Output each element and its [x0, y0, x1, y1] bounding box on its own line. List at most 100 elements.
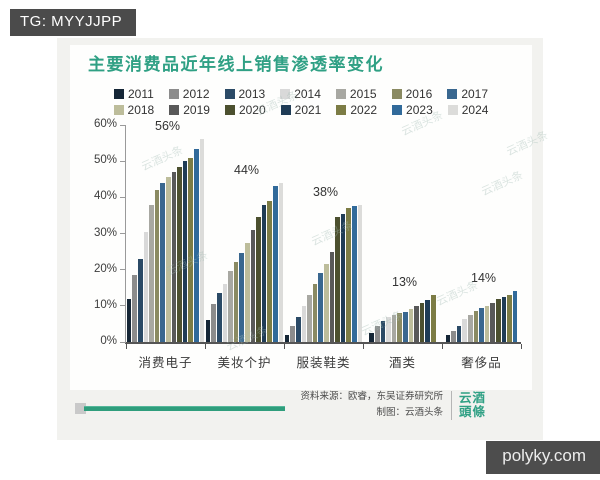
legend-swatch-2011	[113, 89, 124, 99]
bar-消费电子-2020	[177, 166, 182, 342]
y-axis-tick	[120, 160, 126, 162]
y-axis-label: 20%	[93, 262, 117, 275]
legend-swatch-2024	[447, 105, 458, 115]
legend-label: 2013	[238, 87, 266, 101]
bar-消费电子-2018	[166, 177, 171, 342]
bar-消费电子-2015	[149, 204, 154, 342]
category-label-酒类: 酒类	[388, 356, 416, 370]
bar-奢侈品-2012	[451, 331, 456, 342]
bar-美妆个护-2020	[256, 217, 261, 342]
data-label-消费电子: 56%	[154, 119, 181, 134]
bar-奢侈品-2011	[445, 334, 451, 342]
bar-美妆个护-2021	[261, 204, 267, 342]
category-label-奢侈品: 奢侈品	[461, 356, 502, 370]
y-axis-tick	[120, 233, 126, 234]
y-axis-label: 0%	[100, 335, 117, 347]
x-axis-tick	[520, 344, 522, 349]
bar-奢侈品-2019	[490, 303, 495, 342]
bar-服装鞋类-2024	[357, 204, 363, 342]
x-axis-tick	[125, 344, 127, 349]
legend-item-2021: 2021	[280, 103, 321, 117]
legend-swatch-2016	[391, 89, 402, 99]
legend-item-2016: 2016	[391, 87, 432, 101]
legend-item-2024: 2024	[447, 103, 489, 117]
bar-酒类-2022	[430, 294, 436, 342]
bar-酒类-2017	[403, 312, 408, 342]
bar-消费电子-2012	[132, 275, 138, 342]
chart-title: 主要消费品近年线上销售渗透率变化	[88, 55, 384, 74]
bar-服装鞋类-2011	[284, 334, 290, 342]
bar-服装鞋类-2020	[335, 217, 340, 342]
bar-酒类-2019	[414, 305, 419, 342]
chart-legend: 2011 2012 2013 2014 2015 2016 2017 2018 2019 202…	[70, 87, 532, 119]
bar-消费电子-2023	[193, 148, 199, 342]
bar-服装鞋类-2018	[324, 264, 329, 342]
legend-swatch-2020	[224, 105, 235, 115]
legend-label: 2020	[238, 103, 266, 117]
bar-酒类-2016	[397, 313, 402, 342]
x-axis-tick	[441, 344, 443, 349]
legend-item-2019: 2019	[169, 103, 210, 117]
legend-item-2020: 2020	[224, 103, 266, 117]
legend-row-1: 2011 2012 2013 2014 2015 2016 2017	[70, 87, 532, 101]
bar-服装鞋类-2021	[340, 213, 346, 342]
legend-label: 2019	[183, 103, 210, 117]
bar-酒类-2018	[408, 309, 414, 342]
y-axis-label: 60%	[93, 118, 117, 130]
bar-酒类-2021	[425, 300, 430, 342]
data-label-服装鞋类: 38%	[312, 184, 339, 199]
source-text: 资料来源：欧睿，东吴证券研究所 制图：云酒头条	[300, 389, 443, 421]
bar-group-美妆个护: 44%	[205, 125, 284, 342]
legend-label: 2018	[127, 103, 155, 117]
category-label-服装鞋类: 服装鞋类	[296, 356, 351, 370]
legend-swatch-2015	[335, 89, 346, 99]
x-axis-tick	[283, 344, 285, 349]
legend-label: 2023	[406, 103, 433, 117]
legend-swatch-2021	[280, 105, 291, 115]
legend-item-2023: 2023	[392, 103, 433, 117]
legend-swatch-2013	[224, 89, 235, 99]
data-label-奢侈品: 14%	[470, 271, 497, 286]
data-label-酒类: 13%	[391, 274, 418, 289]
bar-美妆个护-2022	[267, 200, 272, 342]
legend-label: 2022	[350, 103, 378, 117]
bar-group-消费电子: 56%	[126, 119, 205, 342]
bar-服装鞋类-2014	[301, 305, 307, 342]
bar-美妆个护-2023	[272, 186, 278, 342]
y-axis-label: 10%	[93, 298, 117, 311]
legend-swatch-2014	[280, 89, 291, 99]
y-axis-tick	[120, 341, 126, 343]
y-axis-label: 40%	[93, 190, 117, 203]
y-axis-tick	[120, 269, 126, 271]
y-axis-label: 30%	[93, 226, 117, 239]
site-watermark-badge: polyky.com	[486, 441, 600, 474]
bar-group-奢侈品: 14%	[442, 125, 521, 342]
bar-消费电子-2011	[126, 298, 132, 342]
bar-消费电子-2021	[182, 161, 188, 342]
bar-服装鞋类-2016	[312, 284, 318, 342]
y-axis-tick	[120, 124, 126, 126]
source-line: 资料来源：欧睿，东吴证券研究所	[300, 391, 443, 402]
bar-消费电子-2013	[138, 258, 143, 342]
bar-消费电子-2019	[171, 172, 177, 342]
bar-美妆个护-2011	[205, 320, 211, 342]
legend-label: 2024	[461, 103, 489, 117]
legend-item-2013: 2013	[224, 87, 266, 101]
legend-label: 2015	[349, 87, 377, 101]
bar-酒类-2014	[386, 316, 391, 342]
bar-酒类-2020	[419, 303, 425, 342]
bar-group-酒类: 13%	[363, 125, 442, 342]
bar-奢侈品-2013	[456, 325, 462, 342]
x-axis-tick	[362, 344, 364, 349]
legend-item-2015: 2015	[335, 87, 377, 101]
bar-奢侈品-2021	[501, 296, 507, 342]
legend-label: 2011	[127, 87, 154, 101]
legend-swatch-2023	[392, 105, 403, 115]
bar-奢侈品-2022	[507, 294, 512, 342]
data-label-美妆个护: 44%	[233, 162, 260, 177]
legend-swatch-2019	[169, 105, 180, 115]
y-axis-tick	[120, 196, 126, 198]
bar-美妆个护-2012	[211, 304, 217, 342]
legend-swatch-2018	[113, 105, 124, 115]
category-label-美妆个护: 美妆个护	[217, 356, 272, 370]
